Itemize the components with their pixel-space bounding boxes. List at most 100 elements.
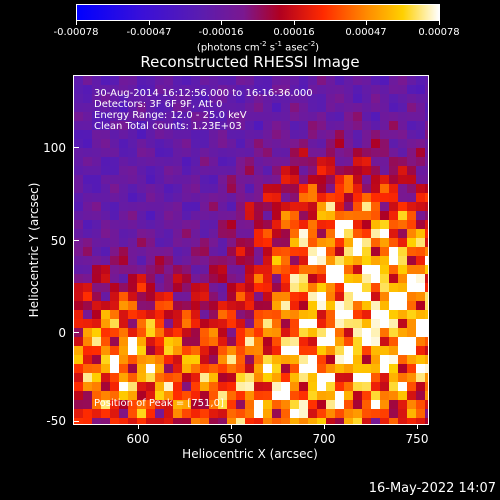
heatmap-cell bbox=[308, 346, 317, 355]
heatmap-cell bbox=[92, 409, 101, 418]
heatmap-cell bbox=[200, 220, 209, 229]
heatmap-cell bbox=[272, 373, 281, 382]
heatmap-cell bbox=[209, 382, 218, 391]
heatmap-cell bbox=[74, 283, 83, 292]
heatmap-cell bbox=[380, 184, 389, 193]
heatmap-cell bbox=[101, 391, 110, 400]
heatmap-cell bbox=[245, 292, 254, 301]
heatmap-cell bbox=[245, 337, 254, 346]
heatmap-cell bbox=[380, 166, 389, 175]
heatmap-cell bbox=[209, 346, 218, 355]
heatmap-cell bbox=[317, 409, 326, 418]
heatmap-cell bbox=[191, 121, 200, 130]
heatmap-cell bbox=[155, 319, 164, 328]
heatmap-cell bbox=[155, 283, 164, 292]
heatmap-cell bbox=[191, 157, 200, 166]
heatmap-cell bbox=[182, 121, 191, 130]
heatmap-cell bbox=[398, 112, 407, 121]
heatmap-cell bbox=[308, 418, 317, 424]
heatmap-cell bbox=[155, 202, 164, 211]
heatmap-cell bbox=[101, 256, 110, 265]
heatmap-cell bbox=[92, 211, 101, 220]
heatmap-cell bbox=[137, 130, 146, 139]
heatmap-cell bbox=[425, 256, 428, 265]
heatmap-cell bbox=[272, 157, 281, 166]
heatmap-cell bbox=[92, 418, 101, 424]
heatmap-cell bbox=[182, 328, 191, 337]
heatmap-cell bbox=[371, 76, 380, 85]
heatmap-cell bbox=[425, 328, 428, 337]
heatmap-cell bbox=[83, 319, 92, 328]
heatmap-cell bbox=[254, 103, 263, 112]
heatmap-cell bbox=[362, 346, 371, 355]
heatmap-cell bbox=[155, 391, 164, 400]
heatmap-cell bbox=[398, 139, 407, 148]
heatmap-cell bbox=[371, 229, 380, 238]
heatmap-cell bbox=[299, 103, 308, 112]
heatmap-cell bbox=[182, 265, 191, 274]
heatmap-cell bbox=[200, 337, 209, 346]
heatmap-cell bbox=[254, 328, 263, 337]
heatmap-cell bbox=[290, 85, 299, 94]
heatmap-cell bbox=[236, 211, 245, 220]
heatmap-cell bbox=[236, 283, 245, 292]
heatmap-cell bbox=[155, 409, 164, 418]
heatmap-cell bbox=[155, 355, 164, 364]
heatmap-cell bbox=[398, 274, 407, 283]
heatmap-cell bbox=[101, 292, 110, 301]
heatmap-cell bbox=[236, 364, 245, 373]
heatmap-cell bbox=[380, 139, 389, 148]
heatmap-cell bbox=[209, 157, 218, 166]
heatmap-cell bbox=[110, 112, 119, 121]
heatmap-cell bbox=[83, 418, 92, 424]
heatmap-cell bbox=[218, 94, 227, 103]
heatmap-cell bbox=[353, 373, 362, 382]
heatmap-cell bbox=[389, 256, 398, 265]
heatmap-cell bbox=[254, 364, 263, 373]
heatmap-cell bbox=[398, 94, 407, 103]
heatmap-cell bbox=[200, 364, 209, 373]
heatmap-cell bbox=[371, 346, 380, 355]
heatmap-cell bbox=[119, 319, 128, 328]
heatmap-cell bbox=[290, 193, 299, 202]
heatmap-cell bbox=[137, 310, 146, 319]
heatmap-cell bbox=[92, 229, 101, 238]
heatmap-cell bbox=[173, 328, 182, 337]
heatmap-cell bbox=[326, 229, 335, 238]
heatmap-cell bbox=[416, 265, 425, 274]
plot-area: 30-Aug-2014 16:12:56.000 to 16:16:36.000… bbox=[73, 75, 429, 425]
heatmap-cell bbox=[245, 121, 254, 130]
heatmap-cell bbox=[128, 328, 137, 337]
heatmap-cell bbox=[425, 184, 428, 193]
heatmap-cell bbox=[371, 400, 380, 409]
heatmap-cell bbox=[380, 130, 389, 139]
heatmap-cell bbox=[164, 175, 173, 184]
heatmap-cell bbox=[182, 220, 191, 229]
heatmap-cell bbox=[218, 301, 227, 310]
heatmap-cell bbox=[92, 202, 101, 211]
heatmap-cell bbox=[380, 103, 389, 112]
heatmap-cell bbox=[299, 391, 308, 400]
heatmap-cell bbox=[209, 310, 218, 319]
heatmap-cell bbox=[173, 85, 182, 94]
heatmap-cell bbox=[425, 409, 428, 418]
heatmap-cell bbox=[308, 166, 317, 175]
heatmap-cell bbox=[263, 76, 272, 85]
heatmap-cell bbox=[137, 202, 146, 211]
heatmap-cell bbox=[281, 103, 290, 112]
heatmap-cell bbox=[254, 283, 263, 292]
heatmap-cell bbox=[389, 346, 398, 355]
heatmap-cell bbox=[74, 355, 83, 364]
heatmap-cell bbox=[380, 364, 389, 373]
heatmap-cell bbox=[335, 256, 344, 265]
heatmap-cell bbox=[209, 418, 218, 424]
heatmap-cell bbox=[254, 373, 263, 382]
heatmap-cell bbox=[110, 220, 119, 229]
heatmap-cell bbox=[218, 184, 227, 193]
heatmap-cell bbox=[191, 292, 200, 301]
heatmap-cell bbox=[146, 211, 155, 220]
heatmap-cell bbox=[353, 139, 362, 148]
heatmap-cell bbox=[119, 184, 128, 193]
heatmap-cell bbox=[407, 418, 416, 424]
heatmap-cell bbox=[200, 418, 209, 424]
